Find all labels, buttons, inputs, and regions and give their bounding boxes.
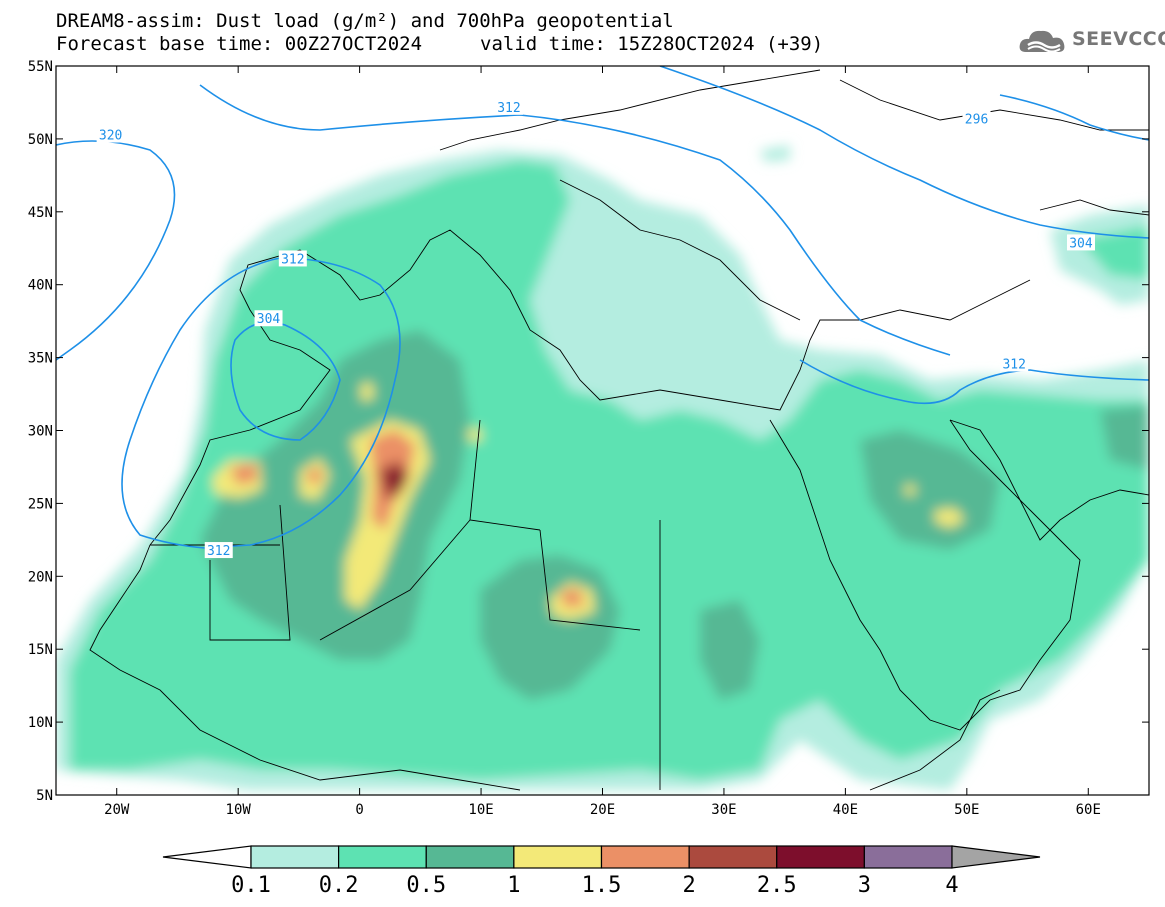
colorbar-tick-label: 4 xyxy=(945,873,958,898)
lat-tick-label: 25N xyxy=(28,496,53,512)
coastlines xyxy=(89,69,1149,791)
contour-label: 312 xyxy=(1002,357,1025,372)
contour-label: 312 xyxy=(281,252,304,267)
lat-tick-label: 5N xyxy=(36,788,53,804)
seevccc-logo: SEEVCCC xyxy=(1018,24,1165,60)
colorbar-segment xyxy=(863,845,953,869)
lon-tick-label: 0 xyxy=(355,802,363,818)
contour-label-bg xyxy=(1066,234,1095,251)
colorbar-tick-label: 2 xyxy=(683,873,696,898)
lat-tick-label: 30N xyxy=(28,424,53,440)
dust-load-field: 320 312 296 312 304 304 312 312 xyxy=(56,66,1149,795)
axis-ticks: 20W 10W 0 10E 20E 30E 40E 50E 60E 55N 50N 45N 40N 35N… xyxy=(28,59,1149,818)
colorbar-segment xyxy=(425,845,515,869)
colorbar-tick-label: 0.5 xyxy=(406,873,446,898)
colorbar: 0.1 0.2 0.5 1 1.5 2 2.5 3 4 xyxy=(162,845,1041,898)
colorbar-tick-label: 3 xyxy=(858,873,871,898)
colorbar-low-extension xyxy=(162,845,252,869)
contour-label: 304 xyxy=(1069,236,1093,251)
lat-tick-label: 20N xyxy=(28,569,53,585)
chart-title-line1: DREAM8-assim: Dust load (g/m²) and 700hP… xyxy=(56,10,674,32)
contour-label-bg xyxy=(1000,355,1029,372)
colorbar-tick-label: 0.2 xyxy=(319,873,359,898)
lat-tick-label: 40N xyxy=(28,278,53,294)
colorbar-segment xyxy=(600,845,690,869)
contour-label-bg xyxy=(254,310,283,327)
lon-tick-label: 50E xyxy=(954,802,979,818)
contour-label: 312 xyxy=(207,544,230,559)
valid-time: valid time: 15Z28OCT2024 (+39) xyxy=(480,33,824,55)
contour-labels: 320 312 296 312 304 304 312 312 xyxy=(96,98,1095,559)
forecast-base-time: Forecast base time: 00Z27OCT2024 xyxy=(56,33,423,55)
colorbar-segment xyxy=(250,845,340,869)
colorbar-tick-label: 0.1 xyxy=(231,873,271,898)
colorbar-tick-label: 2.5 xyxy=(757,873,797,898)
contour-label-bg xyxy=(962,110,991,127)
contour-label: 304 xyxy=(257,312,281,327)
colorbar-segment xyxy=(338,845,427,869)
contour-label: 320 xyxy=(99,129,122,144)
colorbar-segment xyxy=(776,845,865,869)
lon-tick-label: 40E xyxy=(833,802,858,818)
lon-tick-label: 10W xyxy=(226,802,252,818)
lat-tick-label: 45N xyxy=(28,205,53,221)
contour-label: 312 xyxy=(497,101,520,116)
lat-tick-label: 55N xyxy=(28,59,53,75)
contour-label: 296 xyxy=(965,112,988,127)
contour-label-bg xyxy=(204,542,233,559)
colorbar-segment xyxy=(513,845,603,869)
colorbar-high-extension xyxy=(951,845,1041,869)
lat-tick-label: 50N xyxy=(28,132,53,148)
lon-tick-label: 60E xyxy=(1076,802,1101,818)
lon-tick-label: 30E xyxy=(711,802,736,818)
lon-tick-label: 10E xyxy=(468,802,493,818)
lat-tick-label: 10N xyxy=(28,715,53,731)
lon-tick-label: 20E xyxy=(590,802,615,818)
contour-label-bg xyxy=(96,126,125,143)
geopotential-contours xyxy=(56,66,1149,549)
colorbar-tick-label: 1.5 xyxy=(582,873,622,898)
cloud-icon xyxy=(1019,30,1065,53)
lat-tick-label: 15N xyxy=(28,642,53,658)
contour-label-bg xyxy=(494,98,523,115)
colorbar-segment xyxy=(688,845,778,869)
lat-tick-label: 35N xyxy=(28,351,53,367)
lon-tick-label: 20W xyxy=(104,802,130,818)
colorbar-tick-label: 1 xyxy=(507,873,520,898)
contour-label-bg xyxy=(278,250,307,267)
logo-text: SEEVCCC xyxy=(1072,28,1165,50)
